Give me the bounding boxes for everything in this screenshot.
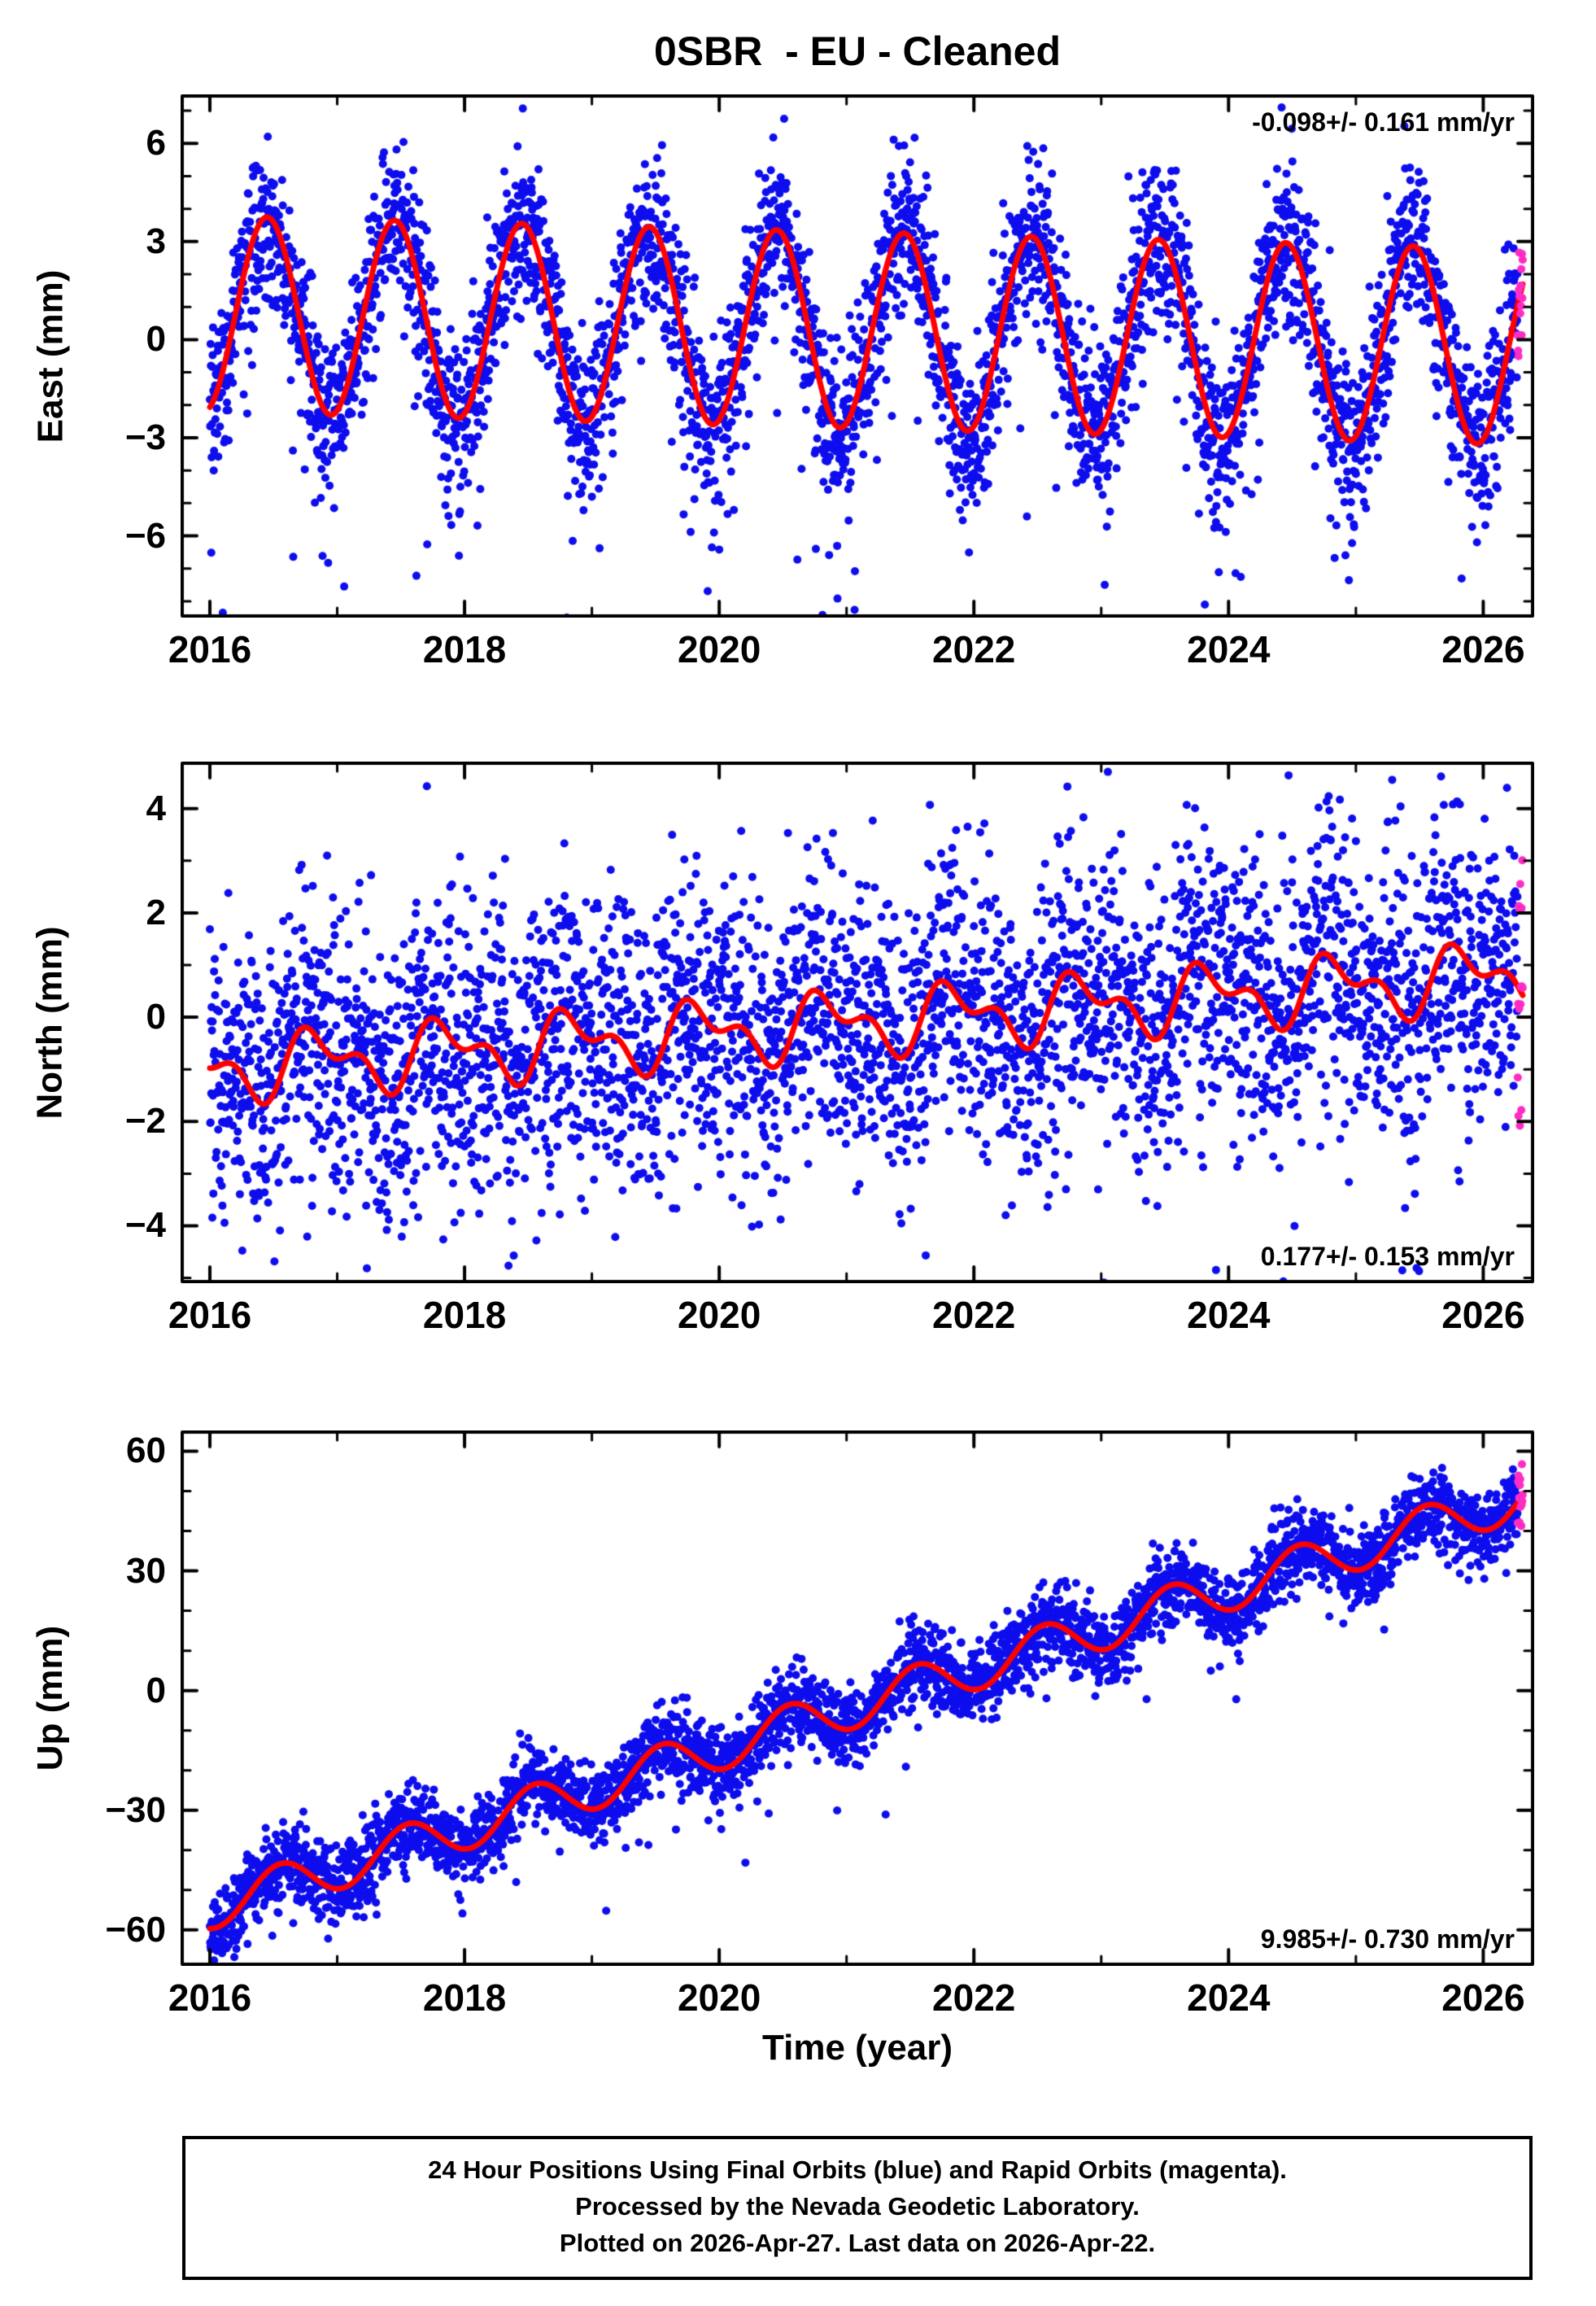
x-tick-label: 2018: [422, 1976, 507, 2019]
y-tick-label: 0: [146, 319, 166, 360]
y-tick-label: 4: [146, 788, 166, 828]
x-tick-label: 2018: [422, 1294, 507, 1336]
y-axis-label-up: Up (mm): [30, 1625, 70, 1771]
x-tick-label: 2016: [168, 628, 252, 670]
trend-annotation-north: 0.177+/- 0.153 mm/yr: [1260, 1242, 1515, 1271]
caption-line-lab: Processed by the Nevada Geodetic Laborat…: [575, 2191, 1140, 2221]
chart-title: 0SBR - EU - Cleaned: [653, 28, 1062, 74]
panel-east: East (mm) -0.098+/- 0.161 mm/yr −6 −3 0 3 6 …: [30, 94, 1534, 670]
y-tick-label: −4: [124, 1205, 166, 1246]
x-tick-label: 2022: [932, 1294, 1016, 1336]
x-tick-label: 2020: [677, 1976, 761, 2019]
x-tick-label: 2020: [677, 628, 761, 670]
x-tick-label: 2024: [1187, 628, 1271, 670]
plot-canvas-north: [181, 762, 1534, 1283]
y-tick-label: −60: [105, 1909, 166, 1950]
y-tick-label: 3: [146, 221, 166, 261]
y-tick-label: −6: [124, 515, 166, 556]
x-tick-label: 2018: [422, 628, 507, 670]
trend-annotation-up: 9.985+/- 0.730 mm/yr: [1260, 1924, 1515, 1954]
y-tick-label: 0: [146, 1670, 166, 1710]
caption-box: 24 Hour Positions Using Final Orbits (bl…: [182, 2136, 1533, 2280]
x-tick-label: 2020: [677, 1294, 761, 1336]
x-tick-label: 2016: [168, 1976, 252, 2019]
panel-north: North (mm) 0.177+/- 0.153 mm/yr −4 −2 0 2 4 …: [30, 762, 1534, 1336]
y-tick-label: 60: [126, 1430, 166, 1471]
y-axis-label-up-wrap: Up (mm): [26, 1430, 75, 1966]
y-axis-label-east: East (mm): [30, 269, 70, 443]
x-tick-label: 2026: [1441, 628, 1525, 670]
x-tick-label: 2016: [168, 1294, 252, 1336]
x-tick-label: 2022: [932, 628, 1016, 670]
x-tick-label: 2024: [1187, 1976, 1271, 2019]
x-tick-label: 2026: [1441, 1294, 1525, 1336]
y-tick-label: 30: [126, 1550, 166, 1591]
y-axis-label-north-wrap: North (mm): [26, 762, 75, 1283]
y-tick-label: −3: [124, 417, 166, 457]
caption-line-dates: Plotted on 2026-Apr-27. Last data on 202…: [559, 2228, 1156, 2257]
y-tick-label: −30: [105, 1789, 166, 1830]
plot-canvas-up: [181, 1430, 1534, 1966]
trend-annotation-east: -0.098+/- 0.161 mm/yr: [1252, 107, 1515, 137]
x-tick-label: 2022: [932, 1976, 1016, 2019]
x-tick-label: 2026: [1441, 1976, 1525, 2019]
x-axis-label: Time (year): [762, 2028, 953, 2068]
y-tick-label: −2: [124, 1101, 166, 1142]
y-axis-label-east-wrap: East (mm): [26, 94, 75, 618]
panel-up: Up (mm) 9.985+/- 0.730 mm/yr −60 −30 0 30 60…: [30, 1430, 1534, 2019]
caption-line-orbits: 24 Hour Positions Using Final Orbits (bl…: [428, 2155, 1287, 2184]
y-tick-label: 0: [146, 997, 166, 1037]
y-tick-label: 2: [146, 892, 166, 932]
plot-canvas-east: [181, 94, 1534, 618]
x-tick-label: 2024: [1187, 1294, 1271, 1336]
y-axis-label-north: North (mm): [30, 925, 70, 1120]
y-tick-label: 6: [146, 123, 166, 164]
